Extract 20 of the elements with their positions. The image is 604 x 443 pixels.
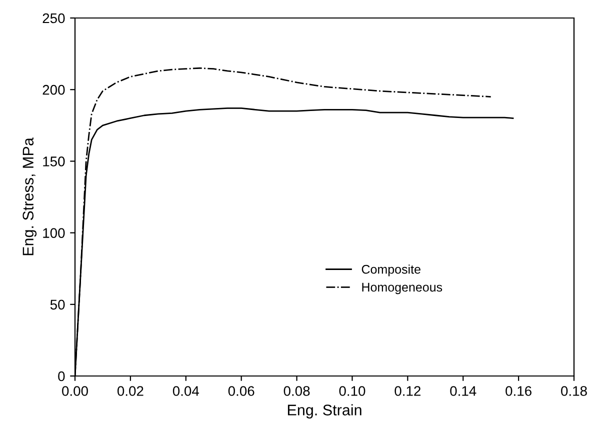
- x-tick-label: 0.18: [561, 386, 587, 396]
- y-tick-label: 150: [43, 156, 65, 166]
- x-tick-label: 0.08: [284, 386, 310, 396]
- x-tick-label: 0.04: [172, 386, 199, 396]
- y-tick-label: 50: [50, 300, 65, 310]
- legend-label: Homogeneous: [362, 282, 442, 294]
- x-axis-title: Eng. Strain: [288, 404, 362, 418]
- x-tick-label: 0.10: [339, 386, 366, 396]
- y-axis-title: Eng. Stress, MPa: [22, 138, 37, 256]
- x-tick-label: 0.16: [506, 386, 532, 396]
- y-tick-label: 250: [42, 13, 65, 24]
- x-tick-label: 0.06: [228, 386, 254, 396]
- x-tick-label: 0.14: [450, 386, 476, 396]
- x-tick-label: 0.12: [394, 386, 420, 396]
- y-tick-label: 200: [42, 84, 65, 95]
- y-tick-label: 100: [43, 228, 65, 238]
- x-tick-label: 0.00: [62, 386, 88, 396]
- x-tick-label: 0.02: [117, 386, 144, 396]
- legend-label: Composite: [362, 264, 420, 276]
- y-tick-label: 0: [58, 371, 65, 382]
